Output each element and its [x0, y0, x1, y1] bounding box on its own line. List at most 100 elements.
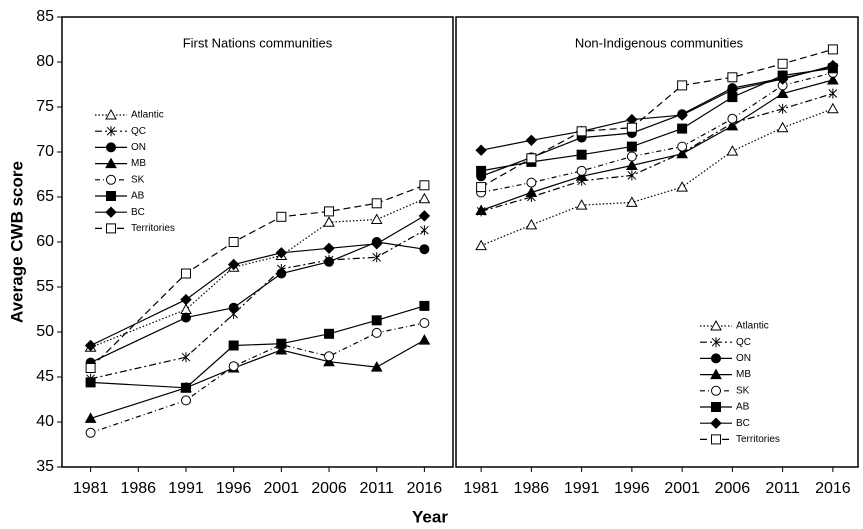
series-marker [676, 147, 688, 159]
legend-label: Territories [736, 434, 780, 445]
series-marker [180, 303, 192, 314]
series-marker [371, 327, 382, 338]
series-marker [576, 165, 587, 176]
series-marker [677, 123, 688, 134]
series-marker [227, 258, 240, 271]
legend-marker [105, 108, 117, 120]
x-tick-label: 1996 [216, 480, 252, 497]
series-marker [420, 225, 429, 236]
series-line [480, 48, 834, 188]
series-marker [324, 351, 335, 362]
series-marker [85, 427, 96, 438]
series-marker [626, 159, 638, 170]
series-marker [181, 352, 191, 363]
legend-marker [711, 385, 721, 396]
series-marker [777, 58, 788, 69]
series-marker [276, 338, 287, 349]
series-marker [776, 73, 789, 85]
y-tick-label: 85 [36, 8, 54, 25]
legend-marker [106, 174, 116, 185]
legend-marker [710, 368, 722, 380]
series-marker [228, 340, 239, 351]
legend-marker [106, 142, 116, 153]
x-tick-label: 2016 [815, 480, 851, 497]
series-marker [525, 134, 538, 147]
series-marker [418, 210, 431, 222]
legend-marker [105, 157, 117, 169]
series-line [481, 65, 834, 151]
legend-label: SK [736, 385, 750, 396]
series-line [90, 229, 425, 380]
series-marker [726, 84, 739, 96]
series-marker [370, 238, 383, 250]
x-tick-label: 1986 [514, 480, 550, 497]
legend-label: QC [131, 126, 146, 137]
series-marker [418, 192, 431, 204]
series-line [480, 79, 834, 212]
series-marker [276, 268, 287, 279]
series-marker [627, 170, 637, 181]
series-marker [727, 113, 738, 124]
legend-marker [105, 206, 117, 218]
series-marker [776, 87, 789, 98]
series-marker [85, 363, 96, 373]
y-tick-label: 80 [36, 53, 54, 70]
series-marker [371, 315, 382, 326]
series-marker [575, 199, 588, 210]
series-marker [371, 198, 382, 209]
series-marker [85, 377, 96, 388]
series-marker [476, 182, 487, 193]
series-marker [228, 302, 239, 313]
series-marker [180, 293, 192, 306]
legend-label: SK [131, 174, 145, 185]
series-marker [827, 73, 839, 85]
series-marker [828, 88, 838, 99]
series-marker [576, 149, 587, 160]
y-tick-label: 75 [36, 98, 54, 115]
series-marker [676, 181, 688, 192]
legend-marker [106, 223, 116, 234]
legend-label: BC [131, 207, 145, 218]
series-marker [180, 395, 191, 406]
series-marker [776, 121, 789, 133]
panel-title: Non-Indigenous communities [575, 35, 744, 50]
x-tick-label: 1991 [168, 480, 204, 497]
legend-marker [106, 126, 116, 137]
series-marker [475, 204, 487, 215]
y-tick-label: 60 [36, 233, 54, 250]
series-marker [276, 211, 287, 222]
series-marker [827, 102, 839, 114]
y-tick-label: 35 [36, 458, 54, 475]
legend-marker [710, 417, 722, 429]
series-marker [475, 239, 487, 251]
legend-label: Atlantic [131, 110, 164, 121]
series-marker [370, 361, 383, 372]
x-tick-label: 2001 [664, 480, 700, 497]
series-marker [84, 339, 97, 352]
x-tick-label: 2011 [765, 480, 800, 497]
legend-marker [710, 319, 722, 331]
legend-label: ON [736, 353, 751, 364]
x-axis-label: Year [412, 507, 448, 526]
y-tick-label: 40 [36, 413, 54, 430]
series-marker [626, 151, 637, 162]
plot-frame [455, 16, 859, 468]
series-marker [324, 328, 335, 339]
legend-label: MB [131, 158, 146, 169]
series-marker [476, 165, 487, 176]
series-marker [526, 153, 537, 164]
series-marker [275, 247, 288, 259]
legend-label: AB [131, 191, 145, 202]
legend-label: ON [131, 142, 146, 153]
legend-label: BC [736, 418, 750, 429]
series-marker [676, 109, 688, 121]
x-tick-label: 2001 [264, 480, 300, 497]
series-line [481, 72, 834, 194]
series-marker [180, 312, 191, 323]
series-marker [827, 44, 838, 55]
y-axis-label: Average CWB score [7, 161, 26, 323]
series-line [480, 108, 834, 247]
legend-label: QC [736, 337, 751, 348]
series-marker [324, 256, 335, 267]
series-marker [626, 196, 638, 207]
